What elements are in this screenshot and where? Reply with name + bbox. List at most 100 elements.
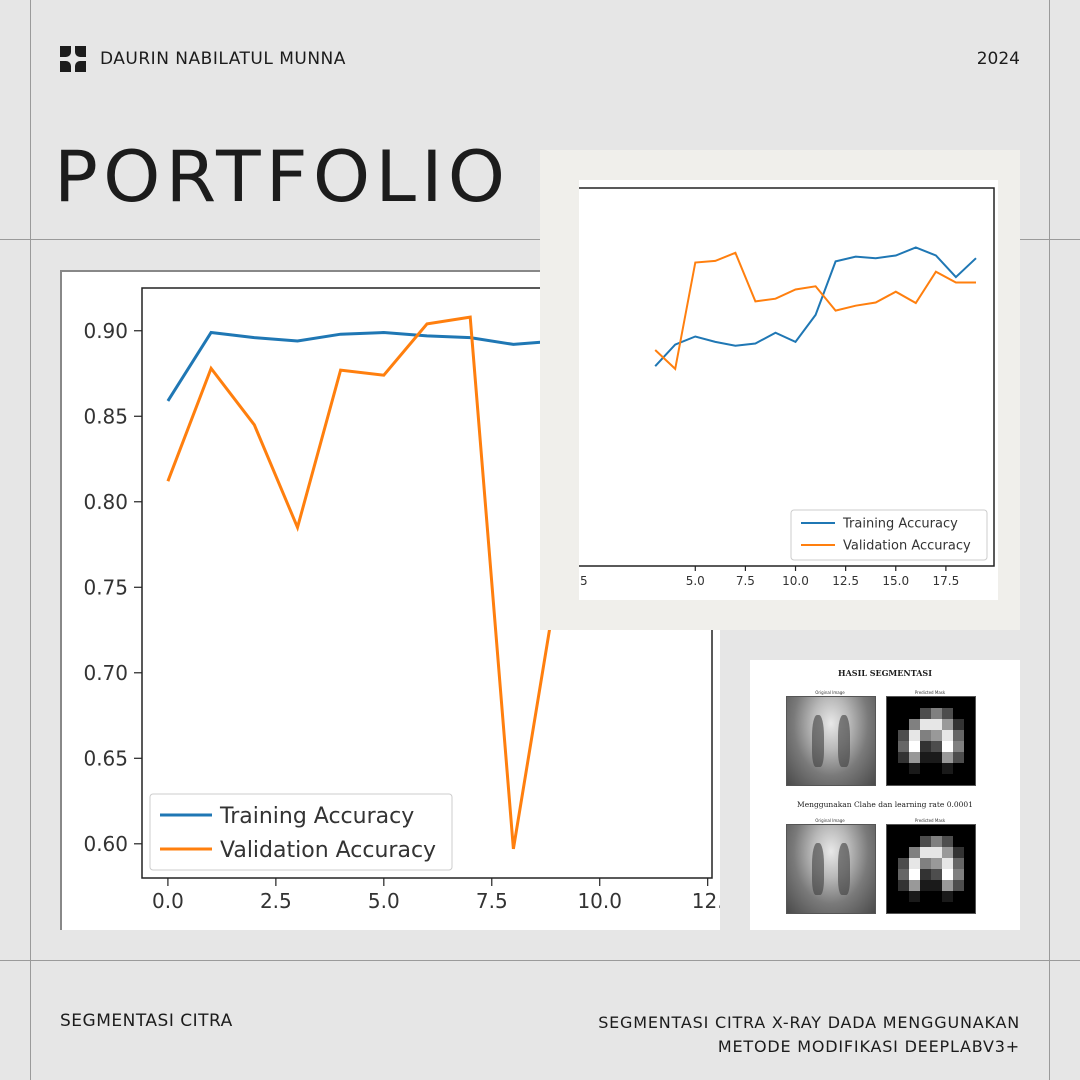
mask-pixel	[898, 774, 909, 785]
mask-pixel	[887, 880, 898, 891]
x-tick-label: 2.5	[260, 889, 292, 913]
mask-pixel	[964, 880, 975, 891]
series-line-training-accuracy	[654, 246, 977, 367]
legend-box	[149, 793, 453, 871]
mask-pixel	[898, 825, 909, 836]
footer-description: SEGMENTASI CITRA X-RAY DADA MENGGUNAKAN …	[598, 1011, 1020, 1059]
y-tick-label: 0.60	[83, 832, 128, 856]
mask-pixel	[898, 741, 909, 752]
legend-label: Validation Accuracy	[843, 539, 971, 554]
mask-pixel	[942, 825, 953, 836]
series-line-validation-accuracy	[654, 251, 976, 371]
y-tick-label: 0.65	[83, 746, 128, 770]
mask-pixel	[942, 774, 953, 785]
mask-pixel	[964, 891, 975, 902]
original-xray-image-1	[786, 696, 876, 786]
mask-pixel	[931, 825, 942, 836]
mask-pixel	[942, 869, 953, 880]
original-xray-image-2	[786, 824, 876, 914]
mask-pixel	[931, 847, 942, 858]
mask-pixel	[953, 902, 964, 913]
mask-pixel	[920, 719, 931, 730]
frame-line-left	[30, 0, 31, 1080]
mask-pixel	[931, 902, 942, 913]
mask-pixel	[898, 763, 909, 774]
accuracy-chart-secondary-svg: 5 5.0 7.5 10.0 12.5 15.0 17.5 Training Accuracy…	[576, 187, 995, 588]
x-tick-label: 5.0	[686, 574, 705, 588]
x-tick-label: 15.0	[882, 574, 909, 588]
mask-pixel	[942, 752, 953, 763]
mask-pixel	[909, 697, 920, 708]
mask-pixel	[953, 825, 964, 836]
y-tick-label: 0.85	[83, 404, 128, 428]
mask-pixel	[887, 858, 898, 869]
mask-pixel	[964, 869, 975, 880]
mask-pixel	[964, 763, 975, 774]
mask-pixel	[898, 847, 909, 858]
y-tick-label: 0.90	[83, 319, 128, 343]
y-tick-label: 0.80	[83, 490, 128, 514]
mask-pixel	[898, 836, 909, 847]
mask-pixel	[931, 697, 942, 708]
accuracy-chart-main-svg: 0.60 0.65 0.70 0.75 0.80 0.85 0.90 0.0 2.5 5.0 7.5…	[83, 287, 724, 913]
mask-pixel	[953, 858, 964, 869]
x-tick-label: 7.5	[736, 574, 755, 588]
mask-pixel	[887, 825, 898, 836]
mask-pixel	[909, 858, 920, 869]
mask-pixel	[931, 741, 942, 752]
mask-pixel	[942, 741, 953, 752]
footer-description-line-1: SEGMENTASI CITRA X-RAY DADA MENGGUNAKAN	[598, 1013, 1020, 1032]
series-line-validation-accuracy	[166, 315, 558, 850]
mask-pixel	[964, 902, 975, 913]
mask-pixel	[931, 708, 942, 719]
x-tick-label: 10.0	[577, 889, 622, 913]
mask-pixel	[953, 880, 964, 891]
mask-pixel	[953, 719, 964, 730]
mask-pixel	[964, 697, 975, 708]
mask-pixel	[920, 891, 931, 902]
mask-pixel	[920, 869, 931, 880]
mask-pixel	[909, 741, 920, 752]
mask-pixel	[887, 741, 898, 752]
mask-pixel	[964, 774, 975, 785]
mask-pixel	[887, 763, 898, 774]
mask-pixel	[964, 858, 975, 869]
author-row: DAURIN NABILATUL MUNNA	[60, 46, 346, 72]
mask-pixel	[942, 891, 953, 902]
mask-pixel	[953, 891, 964, 902]
mask-pixel	[920, 880, 931, 891]
accuracy-chart-secondary: 5 5.0 7.5 10.0 12.5 15.0 17.5 Training Accuracy…	[576, 180, 998, 600]
mask-pixel	[909, 752, 920, 763]
mask-pixel	[953, 741, 964, 752]
mask-pixel	[964, 825, 975, 836]
mask-pixel	[920, 836, 931, 847]
mask-pixel	[942, 730, 953, 741]
footer-description-line-2: METODE MODIFIKASI DEEPLABV3+	[717, 1037, 1020, 1056]
mask-pixel	[887, 774, 898, 785]
mask-pixel	[931, 763, 942, 774]
x-tick-label: 5	[580, 574, 588, 588]
legend-label: Training Accuracy	[219, 804, 414, 829]
mask-pixel	[887, 708, 898, 719]
logo-icon	[60, 46, 86, 72]
mask-pixel	[898, 719, 909, 730]
predicted-mask-image-1	[886, 696, 976, 786]
mask-pixel	[920, 902, 931, 913]
mask-pixel	[964, 730, 975, 741]
x-tick-label: 12.	[692, 889, 720, 913]
legend-box	[790, 509, 988, 561]
mask-pixel	[964, 719, 975, 730]
mask-pixel	[909, 763, 920, 774]
mask-pixel	[964, 752, 975, 763]
mask-pixel	[931, 869, 942, 880]
mask-pixel	[931, 719, 942, 730]
mask-pixel	[920, 847, 931, 858]
mask-pixel	[887, 719, 898, 730]
mask-pixel	[898, 752, 909, 763]
mask-pixel	[920, 858, 931, 869]
mask-pixel	[942, 847, 953, 858]
mask-pixel	[953, 697, 964, 708]
frame-line-right	[1049, 0, 1050, 1080]
series-line-training-accuracy	[166, 330, 557, 402]
mask-pixel	[887, 869, 898, 880]
